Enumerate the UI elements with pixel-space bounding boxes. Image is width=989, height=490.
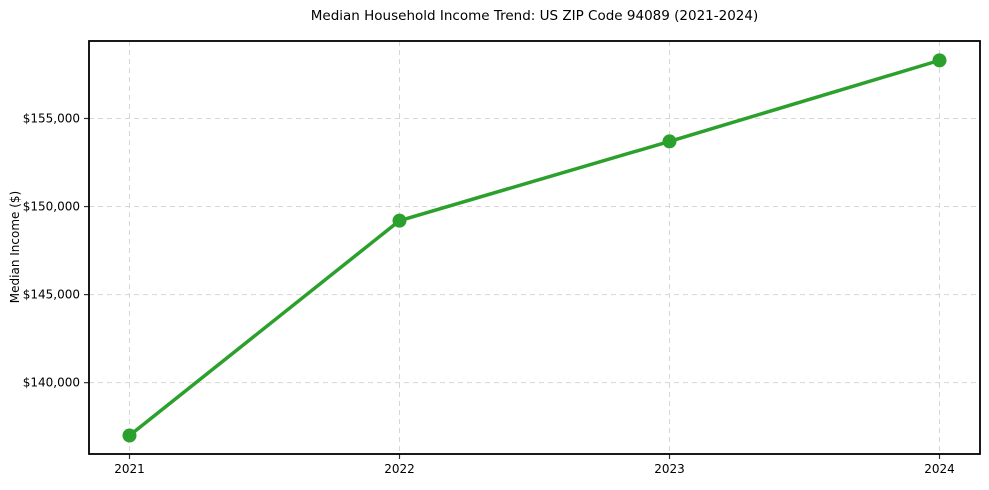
x-tick-label: 2021 (114, 462, 145, 476)
data-point-marker (122, 428, 137, 443)
plot-border (88, 40, 981, 455)
y-tick-label: $145,000 (23, 288, 80, 302)
chart-title: Median Household Income Trend: US ZIP Co… (310, 8, 759, 24)
y-tick-label: $140,000 (23, 376, 80, 390)
y-tick-label: $155,000 (23, 111, 80, 125)
data-point-marker (662, 134, 677, 149)
y-tick-label: $150,000 (23, 200, 80, 214)
x-tick-label: 2022 (384, 462, 415, 476)
x-tick-label: 2024 (924, 462, 955, 476)
trend-line (127, 58, 942, 438)
data-point-marker (932, 53, 947, 68)
data-point-marker (392, 213, 407, 228)
x-tick-label: 2023 (654, 462, 685, 476)
